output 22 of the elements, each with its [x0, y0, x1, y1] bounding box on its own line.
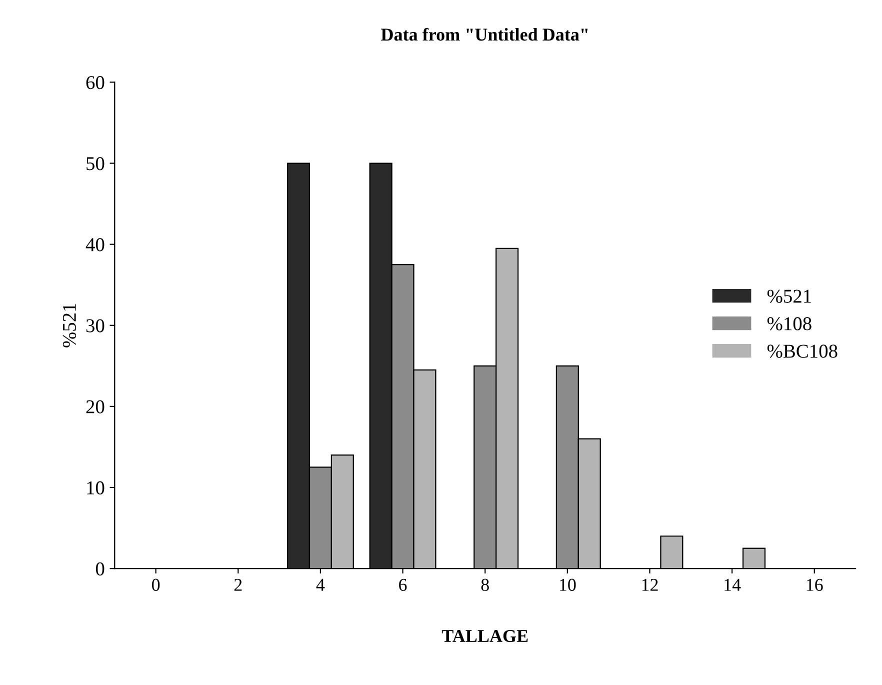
legend-label: %BC108 — [767, 344, 838, 358]
x-tick-label: 12 — [642, 578, 658, 591]
y-tick-label: 40 — [86, 238, 104, 252]
x-tick-label: 6 — [399, 578, 407, 591]
x-tick-label: 10 — [560, 578, 576, 591]
y-axis-title: %521 — [62, 304, 76, 348]
y-tick-label: 20 — [86, 400, 104, 414]
y-tick-label: 10 — [87, 481, 104, 494]
legend-label: %108 — [767, 317, 812, 330]
x-tick-label: 8 — [481, 578, 489, 591]
y-tick-label: 0 — [96, 562, 104, 576]
x-tick-label: 2 — [234, 578, 242, 591]
y-tick-label: 60 — [86, 76, 104, 90]
x-tick-label: 14 — [724, 578, 741, 591]
x-tick-label: 4 — [316, 578, 325, 591]
x-tick-label: 0 — [152, 578, 160, 591]
y-tick-label: 50 — [86, 157, 104, 170]
y-tick-label: 30 — [86, 319, 104, 332]
x-axis-title: TALLAGE — [442, 630, 528, 642]
x-tick-label: 16 — [806, 578, 823, 591]
chart-title: Data from "Untitled Data" — [381, 28, 588, 41]
legend-label: %521 — [767, 290, 811, 303]
